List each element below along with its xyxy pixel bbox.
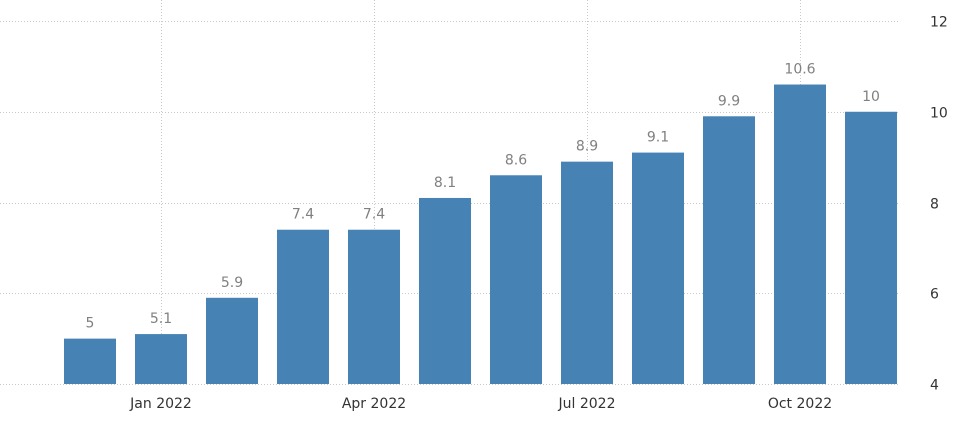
data-label-may-2022: 8.1 <box>434 175 456 191</box>
data-label-aug-2022: 9.1 <box>647 130 669 146</box>
x-tick-label-apr-2022: Apr 2022 <box>342 396 406 412</box>
data-label-sep-2022: 9.9 <box>718 93 740 109</box>
y-tick-label-10: 10 <box>930 106 948 122</box>
data-label-jun-2022: 8.6 <box>505 152 527 168</box>
bar-jan-2022 <box>135 334 187 384</box>
data-label-feb-2022: 5.9 <box>221 275 243 291</box>
y-tick-label-8: 8 <box>930 197 939 213</box>
y-tick-label-4: 4 <box>930 378 939 394</box>
x-axis: Jan 2022 Apr 2022 Jul 2022 Oct 2022 <box>129 396 832 412</box>
data-label-jan-2022: 5.1 <box>150 311 172 327</box>
bar-sep-2022 <box>703 116 755 384</box>
data-label-nov-2022: 10 <box>862 89 880 105</box>
bar-jun-2022 <box>490 175 542 384</box>
bar-dec-2021 <box>64 338 116 384</box>
x-tick-label-jul-2022: Jul 2022 <box>558 396 616 412</box>
y-axis: 4 6 8 10 12 <box>930 15 948 394</box>
data-label-jul-2022: 8.9 <box>576 139 598 155</box>
data-label-layer: 5 5.1 5.9 7.4 7.4 8.1 8.6 8.9 9.1 9.9 10.6 10 <box>86 62 880 332</box>
x-tick-label-oct-2022: Oct 2022 <box>768 396 832 412</box>
data-label-apr-2022: 7.4 <box>363 207 385 223</box>
bar-nov-2022 <box>845 111 897 384</box>
data-label-oct-2022: 10.6 <box>784 62 815 78</box>
bar-mar-2022 <box>277 229 329 384</box>
bar-apr-2022 <box>348 229 400 384</box>
y-tick-label-12: 12 <box>930 15 948 31</box>
bar-aug-2022 <box>632 152 684 384</box>
bar-jul-2022 <box>561 161 613 384</box>
bar-oct-2022 <box>774 84 826 385</box>
x-tick-label-jan-2022: Jan 2022 <box>129 396 192 412</box>
y-tick-label-6: 6 <box>930 287 939 303</box>
bar-feb-2022 <box>206 297 258 384</box>
bar-layer <box>64 84 897 385</box>
data-label-dec-2021: 5 <box>86 316 95 332</box>
bar-may-2022 <box>419 197 471 384</box>
data-label-mar-2022: 7.4 <box>292 207 314 223</box>
